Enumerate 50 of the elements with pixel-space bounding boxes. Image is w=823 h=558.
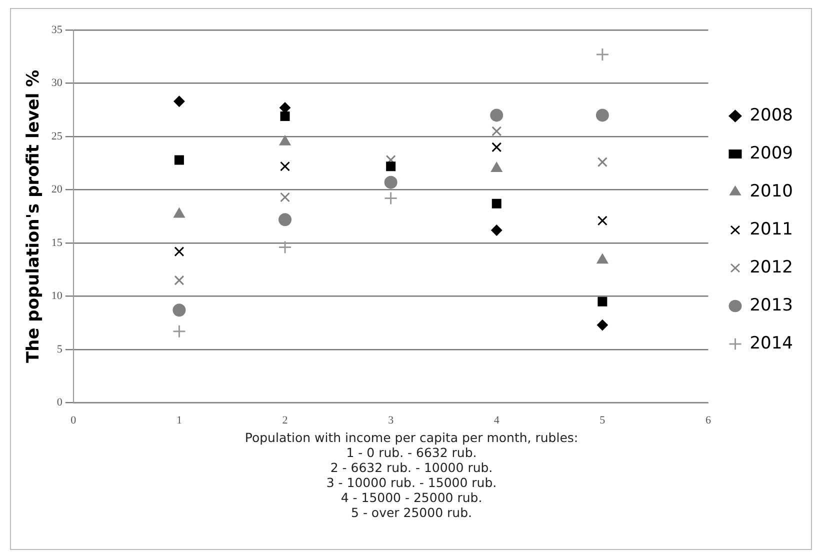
y-tick-label: 10 (51, 290, 63, 302)
point (280, 192, 290, 202)
y-tick-label: 0 (56, 396, 63, 409)
x-axis-title: Population with income per capita per month, rubles: 1 - 0 rub. - 6632 rub. 2 - 6632 rub. - 10000 rub. 3 - 10000 rub. - 15000 rub. 4 - 15000 - 25000 rub. 5 - over 25000 rub. (244, 430, 580, 520)
point (597, 216, 608, 226)
point (596, 48, 610, 62)
legend-label: 2010 (750, 181, 793, 202)
point (174, 155, 184, 165)
x-tick-label: 0 (70, 414, 77, 426)
point (174, 96, 185, 107)
point (174, 275, 184, 286)
y-tick-label: 20 (51, 184, 63, 196)
x-tick-label: 5 (600, 414, 606, 426)
point (597, 157, 608, 168)
x-tick-label: 4 (494, 414, 500, 426)
point (596, 254, 608, 264)
point (596, 108, 609, 122)
point (386, 162, 396, 172)
point (280, 112, 290, 122)
point (172, 324, 186, 338)
point (490, 108, 504, 122)
point (492, 142, 502, 152)
point (384, 176, 398, 189)
point (384, 192, 398, 206)
point (278, 240, 292, 254)
y-axis-title: The population's profit level % (24, 70, 44, 363)
y-tick-label: 5 (56, 343, 63, 356)
y-tick-label: 30 (51, 77, 63, 90)
x-tick-label: 6 (705, 414, 712, 426)
point (492, 198, 502, 208)
legend-label: 2012 (750, 257, 793, 278)
x-tick-label: 3 (388, 414, 394, 426)
point (280, 161, 290, 172)
y-tick-label: 35 (51, 24, 63, 36)
legend-label: 2009 (750, 143, 793, 164)
point (598, 296, 608, 306)
legend-label: 2008 (750, 105, 793, 126)
x-tick-label: 1 (176, 414, 182, 426)
point (172, 304, 186, 317)
point (174, 246, 184, 257)
legend-label: 2014 (750, 333, 793, 354)
point (596, 320, 608, 331)
y-tick-label: 15 (51, 236, 63, 249)
point (491, 224, 502, 236)
legend-label: 2011 (750, 219, 793, 240)
point (278, 213, 292, 226)
point (492, 126, 502, 136)
y-tick-label: 25 (51, 130, 63, 142)
x-tick-label: 2 (282, 414, 288, 426)
legend-label: 2013 (750, 295, 793, 316)
